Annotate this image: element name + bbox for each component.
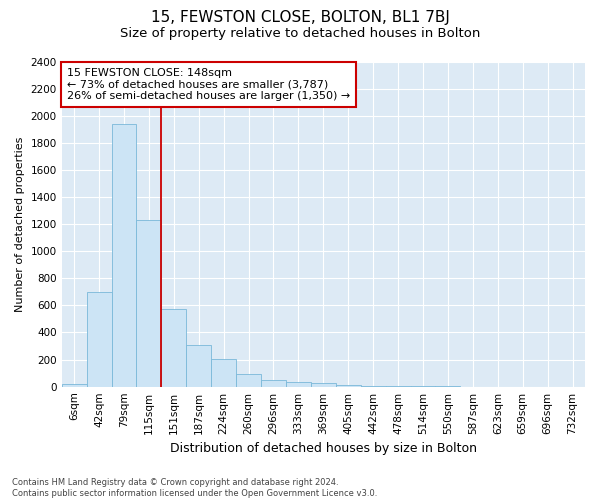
Bar bbox=[211, 359, 236, 386]
Text: Contains HM Land Registry data © Crown copyright and database right 2024.
Contai: Contains HM Land Registry data © Crown c… bbox=[12, 478, 377, 498]
Y-axis label: Number of detached properties: Number of detached properties bbox=[15, 136, 25, 312]
Bar bbox=[286, 382, 311, 386]
Bar bbox=[261, 380, 286, 386]
Bar bbox=[112, 124, 136, 386]
Bar bbox=[86, 292, 112, 386]
Bar bbox=[236, 374, 261, 386]
Bar bbox=[161, 309, 186, 386]
Text: Size of property relative to detached houses in Bolton: Size of property relative to detached ho… bbox=[120, 28, 480, 40]
Text: 15, FEWSTON CLOSE, BOLTON, BL1 7BJ: 15, FEWSTON CLOSE, BOLTON, BL1 7BJ bbox=[151, 10, 449, 25]
Bar bbox=[311, 382, 336, 386]
X-axis label: Distribution of detached houses by size in Bolton: Distribution of detached houses by size … bbox=[170, 442, 477, 455]
Bar bbox=[136, 220, 161, 386]
Text: 15 FEWSTON CLOSE: 148sqm
← 73% of detached houses are smaller (3,787)
26% of sem: 15 FEWSTON CLOSE: 148sqm ← 73% of detach… bbox=[67, 68, 350, 101]
Bar bbox=[186, 346, 211, 387]
Bar bbox=[62, 384, 86, 386]
